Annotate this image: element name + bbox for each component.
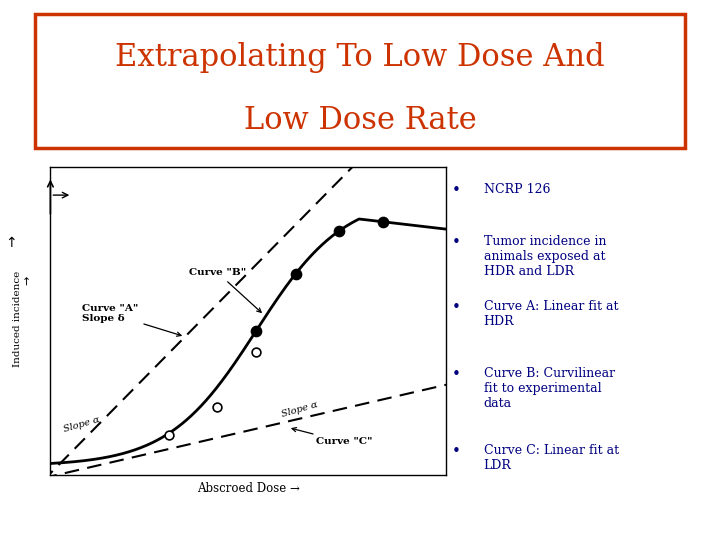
Text: Curve "A"
Slope δ: Curve "A" Slope δ [82, 304, 181, 336]
Text: Induced incidence: Induced incidence [14, 271, 22, 367]
Text: Curve C: Linear fit at
LDR: Curve C: Linear fit at LDR [484, 444, 618, 472]
Text: Tumor incidence in
animals exposed at
HDR and LDR: Tumor incidence in animals exposed at HD… [484, 235, 606, 278]
Text: NCRP 126: NCRP 126 [484, 183, 550, 196]
Point [334, 226, 346, 235]
Text: •: • [451, 300, 461, 315]
Text: •: • [451, 235, 461, 250]
Text: Curve A: Linear fit at
HDR: Curve A: Linear fit at HDR [484, 300, 618, 328]
Point [211, 403, 222, 412]
Point [251, 348, 262, 356]
Text: Curve "C": Curve "C" [292, 428, 372, 447]
Text: ↑: ↑ [5, 236, 17, 250]
Text: •: • [451, 444, 461, 460]
Text: Low Dose Rate: Low Dose Rate [243, 105, 477, 136]
Text: Curve "B": Curve "B" [189, 268, 261, 312]
Text: •: • [451, 368, 461, 382]
Point [290, 269, 302, 278]
Text: Extrapolating To Low Dose And: Extrapolating To Low Dose And [115, 42, 605, 73]
Text: Curve B: Curvilinear
fit to experimental
data: Curve B: Curvilinear fit to experimental… [484, 368, 615, 410]
FancyBboxPatch shape [35, 14, 685, 148]
Point [251, 327, 262, 335]
Text: Slope α: Slope α [280, 400, 318, 419]
Point [377, 218, 389, 226]
X-axis label: Abscroed Dose →: Abscroed Dose → [197, 482, 300, 495]
Point [163, 431, 175, 440]
Text: →: → [22, 276, 32, 286]
Text: •: • [451, 183, 461, 198]
Text: Slope α: Slope α [63, 415, 101, 434]
